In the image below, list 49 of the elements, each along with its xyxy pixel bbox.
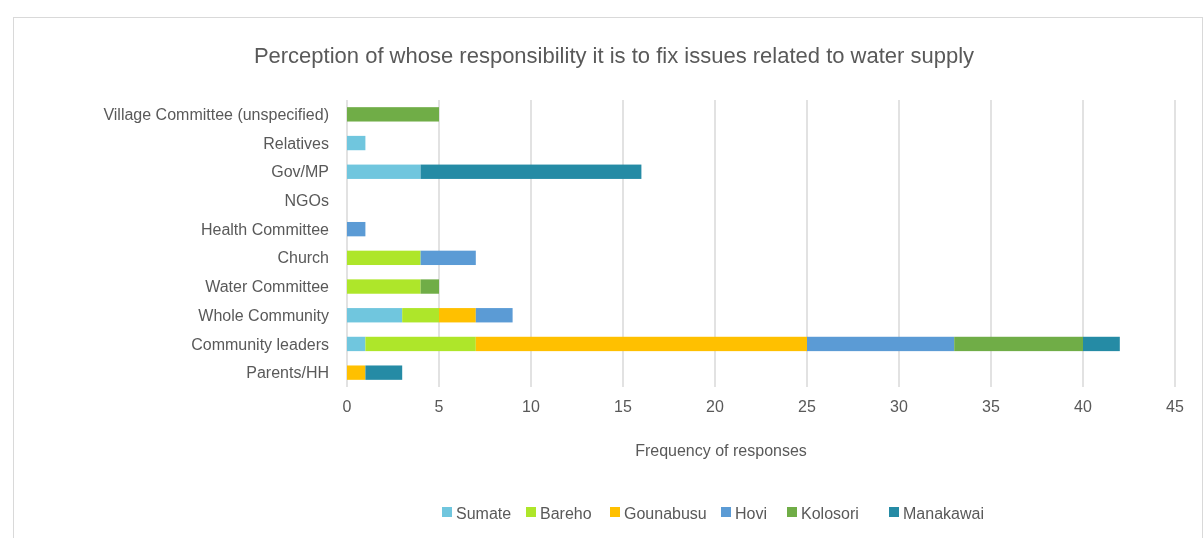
legend-label: Manakawai [903, 504, 984, 522]
bar [420, 279, 439, 294]
x-tick-label: 10 [522, 398, 540, 415]
legend-label: Bareho [540, 504, 592, 522]
y-tick-label: Relatives [263, 134, 329, 152]
bar [475, 308, 513, 323]
x-tick-label: 40 [1074, 398, 1092, 415]
chart-title: Perception of whose responsibility it is to fix issues related to water supply [253, 43, 975, 68]
x-tick-label: 5 [434, 398, 444, 415]
bar [347, 279, 421, 294]
y-tick-label: Village Committee (unspecified) [103, 105, 329, 123]
bar [1083, 336, 1120, 352]
legend-label: Kolosori [801, 504, 859, 522]
y-tick-label: Church [277, 249, 329, 267]
bar [347, 308, 403, 323]
bar [347, 250, 421, 266]
bar [954, 336, 1083, 352]
y-tick-label: NGOs [284, 192, 329, 210]
x-tick-label: 45 [1166, 398, 1184, 415]
y-tick-label: Health Committee [200, 220, 330, 238]
legend-label: Sumate [456, 504, 512, 522]
y-tick-label: Gov/MP [271, 163, 329, 181]
bar [365, 336, 476, 352]
y-tick-label: Parents/HH [246, 364, 329, 382]
x-tick-label: 35 [982, 398, 1000, 415]
bar [420, 164, 642, 179]
bar [365, 365, 403, 380]
x-tick-label: 30 [890, 398, 908, 415]
bar [439, 308, 476, 323]
bar [347, 107, 439, 122]
bar [475, 336, 807, 352]
bar [347, 221, 366, 237]
x-tick-label: 15 [614, 398, 632, 415]
bar [347, 365, 366, 380]
x-tick-label: 25 [798, 398, 816, 415]
x-tick-label: 0 [342, 398, 352, 415]
legend-label: Gounabusu [624, 504, 707, 522]
bar [420, 250, 476, 266]
y-tick-label: Community leaders [191, 335, 329, 353]
y-tick-label: Water Committee [205, 278, 330, 296]
x-tick-label: 20 [706, 398, 724, 415]
bar [347, 336, 366, 352]
bar [347, 135, 366, 151]
x-axis-title: Frequency of responses [635, 442, 807, 459]
legend-label: Hovi [735, 504, 768, 522]
bar [402, 308, 439, 323]
y-tick-label: Whole Community [198, 306, 329, 324]
bar [807, 336, 955, 352]
bar [347, 164, 421, 179]
